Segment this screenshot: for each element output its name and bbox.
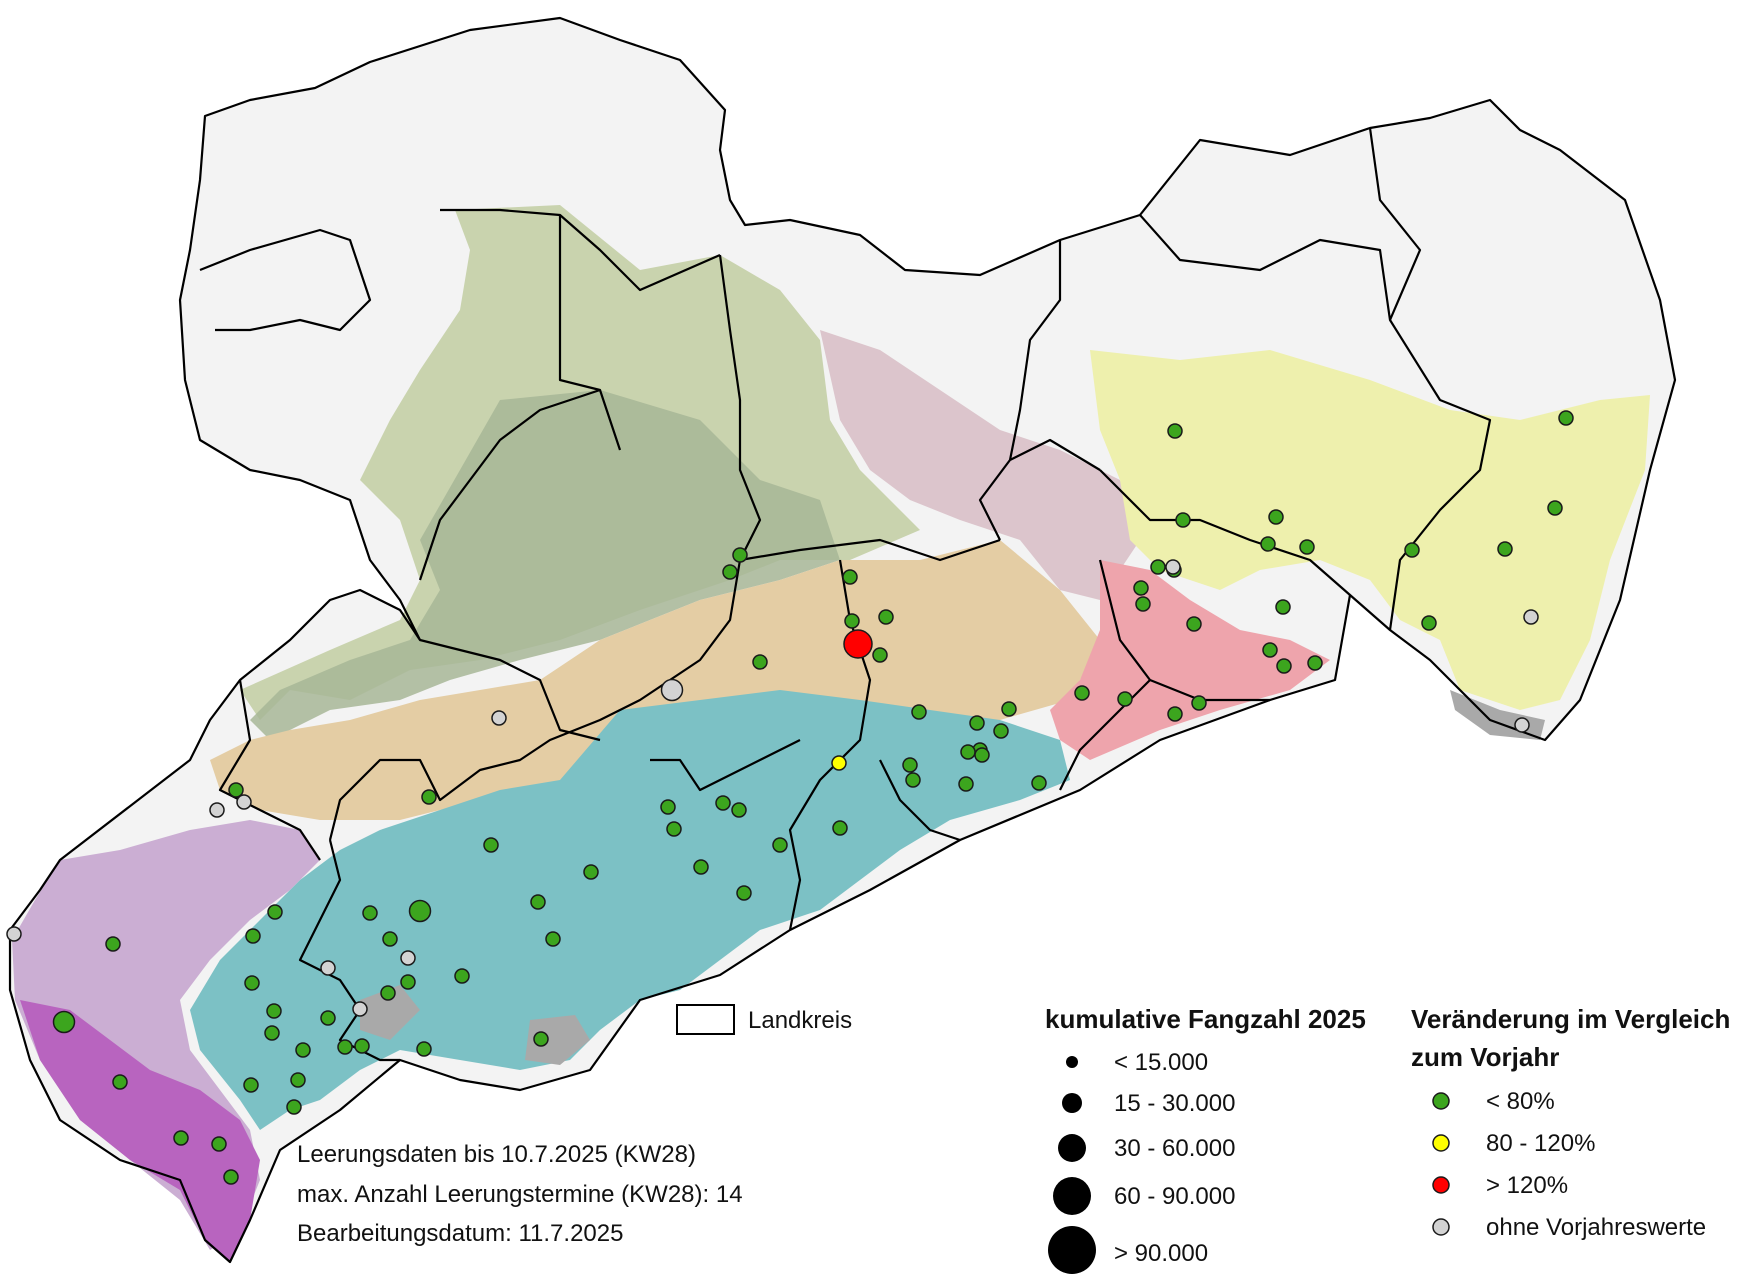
zone-dark-green (250, 390, 840, 740)
color-swatch-yellow (1432, 1134, 1450, 1152)
legend-size: kumulative Fangzahl 2025 < 15.000 15 - 3… (1045, 1004, 1366, 1274)
size-label-1: < 15.000 (1114, 1049, 1208, 1076)
size-symbol-3 (1058, 1134, 1086, 1162)
size-label-4: 60 - 90.000 (1114, 1183, 1235, 1210)
size-label-5: > 90.000 (1114, 1240, 1208, 1267)
size-label-2: 15 - 30.000 (1114, 1090, 1235, 1117)
color-label-yellow: 80 - 120% (1486, 1130, 1595, 1157)
color-swatch-red (1432, 1176, 1450, 1194)
size-label-3: 30 - 60.000 (1114, 1135, 1235, 1162)
note-line-3: Bearbeitungsdatum: 11.7.2025 (297, 1220, 623, 1247)
size-symbol-5 (1048, 1226, 1096, 1274)
size-legend-title: kumulative Fangzahl 2025 (1045, 1004, 1366, 1034)
points-yellow (831, 755, 847, 771)
size-symbol-4 (1053, 1177, 1091, 1215)
zone-magenta (20, 1000, 260, 1262)
notes: Leerungsdaten bis 10.7.2025 (KW28) max. … (297, 1141, 743, 1247)
size-symbol-2 (1062, 1093, 1082, 1113)
zone-yellow (1090, 350, 1650, 710)
zone-gray-3 (360, 985, 420, 1040)
color-swatch-green (1432, 1092, 1450, 1110)
note-line-1: Leerungsdaten bis 10.7.2025 (KW28) (297, 1141, 696, 1168)
note-line-2: max. Anzahl Leerungstermine (KW28): 14 (297, 1181, 743, 1208)
size-symbol-1 (1066, 1056, 1078, 1068)
points-gray (6, 559, 1539, 1017)
color-label-gray: ohne Vorjahreswerte (1486, 1214, 1706, 1241)
zone-mauve (820, 330, 1140, 600)
color-legend-title-2: zum Vorjahr (1411, 1042, 1559, 1072)
district-borders (8, 16, 1677, 1264)
color-label-green: < 80% (1486, 1088, 1555, 1115)
zone-gray-2 (525, 1015, 590, 1065)
legend-color: Veränderung im Vergleich zum Vorjahr < 8… (1411, 1004, 1730, 1241)
zone-tan (210, 540, 1100, 820)
legend-landkreis: Landkreis (676, 1004, 852, 1035)
landkreis-label: Landkreis (748, 1007, 852, 1034)
points-red (843, 629, 873, 659)
landkreis-swatch (676, 1004, 735, 1035)
points-green (52, 410, 1574, 1185)
color-legend-title-1: Veränderung im Vergleich (1411, 1004, 1730, 1034)
color-swatch-gray (1432, 1218, 1450, 1236)
color-label-red: > 120% (1486, 1172, 1568, 1199)
